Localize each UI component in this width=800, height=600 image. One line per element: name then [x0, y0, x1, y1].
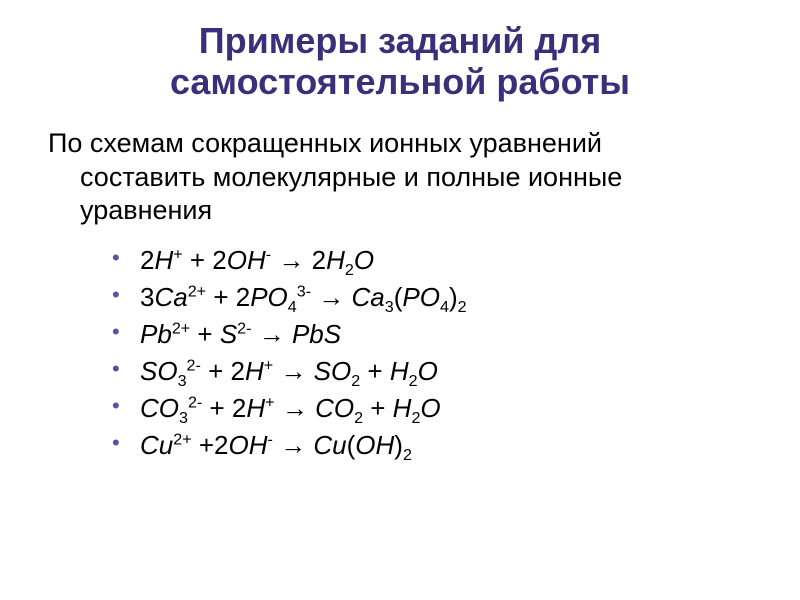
subtitle-line-2: составить молекулярные и полные ионные [48, 161, 760, 195]
equation-item: CO32- + 2H+ → CO2 + H2O [140, 390, 760, 427]
equation-item: 2H+ + 2OH- → 2H2O [140, 242, 760, 279]
slide: Примеры заданий для самостоятельной рабо… [0, 0, 800, 600]
equation-item: SO32- + 2H+ → SO2 + H2O [140, 353, 760, 390]
slide-title: Примеры заданий для самостоятельной рабо… [40, 20, 760, 103]
slide-subtitle: По схемам сокращенных ионных уравнений с… [40, 127, 760, 228]
subtitle-line-3: уравнения [48, 194, 760, 228]
equation-item: Cu2+ +2OH- → Cu(OH)2 [140, 427, 760, 464]
equation-item: Pb2+ + S2- → PbS [140, 316, 760, 353]
equation-item: 3Ca2+ + 2PO43- → Ca3(PO4)2 [140, 279, 760, 316]
subtitle-line-1: По схемам сокращенных ионных уравнений [48, 128, 602, 158]
equation-list: 2H+ + 2OH- → 2H2O3Ca2+ + 2PO43- → Ca3(PO… [40, 242, 760, 463]
